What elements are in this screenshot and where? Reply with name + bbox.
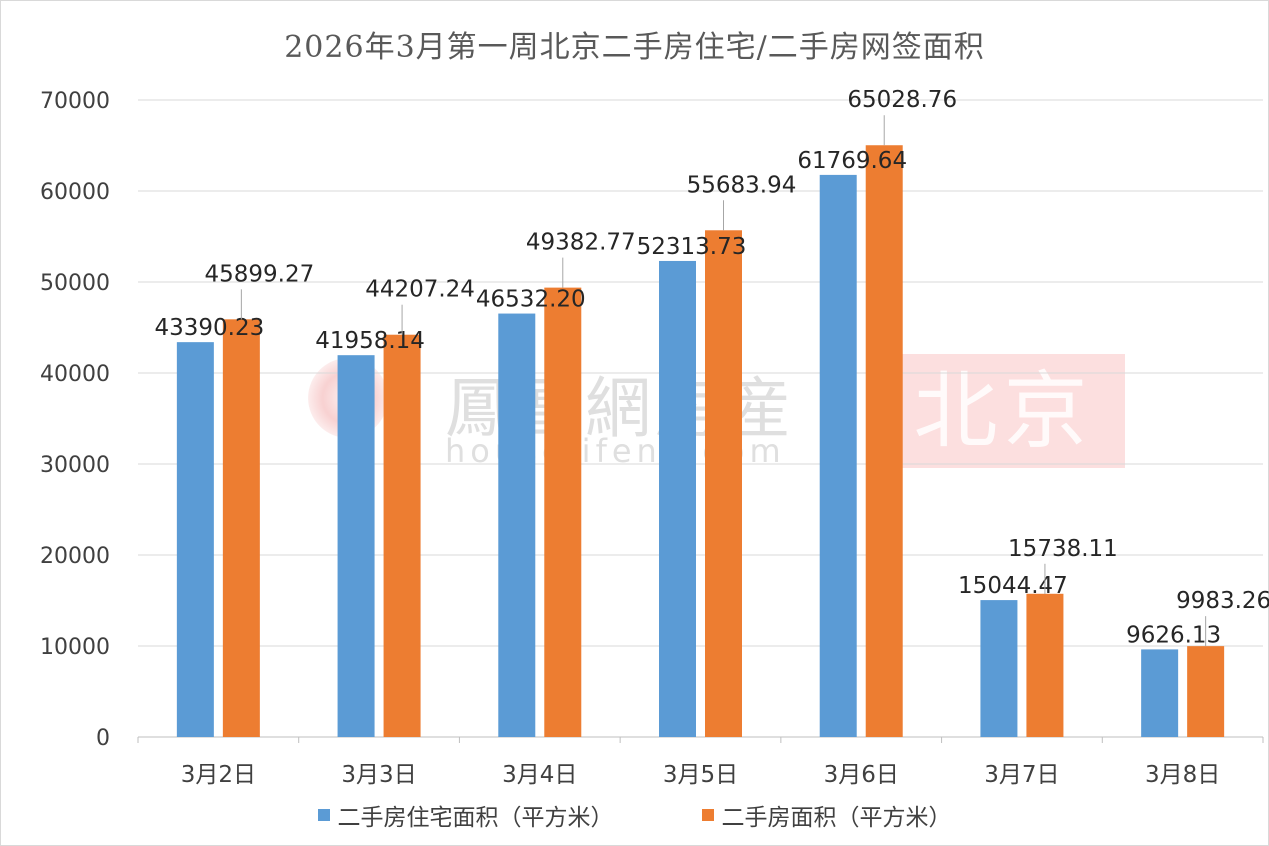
data-label-residential: 15044.47	[958, 573, 1068, 599]
legend-swatch-total	[701, 809, 714, 821]
bar-residential	[498, 313, 536, 737]
x-tick-label: 3月2日	[181, 762, 256, 788]
x-tick-label: 3月8日	[1145, 762, 1220, 788]
y-tick-label: 50000	[40, 271, 110, 296]
chart-title: 2026年3月第一周北京二手房住宅/二手房网签面积	[284, 30, 985, 65]
bar-residential	[1141, 649, 1179, 737]
legend-label-total: 二手房面积（平方米）	[721, 805, 952, 831]
x-tick-label: 3月7日	[984, 762, 1059, 788]
bar-residential	[337, 355, 375, 737]
data-label-total: 49382.77	[526, 230, 636, 256]
legend-swatch-residential	[317, 809, 330, 821]
x-tick-label: 3月4日	[502, 762, 577, 788]
y-tick-label: 60000	[40, 180, 110, 205]
data-label-total: 9983.26	[1176, 588, 1269, 614]
data-label-total: 45899.27	[204, 261, 314, 287]
y-tick-label: 30000	[40, 453, 110, 478]
y-tick-label: 10000	[40, 635, 110, 660]
x-tick-label: 3月6日	[824, 762, 899, 788]
data-label-residential: 9626.13	[1126, 622, 1221, 648]
bar-residential	[819, 174, 857, 738]
data-label-residential: 43390.23	[154, 315, 264, 341]
x-tick-label: 3月3日	[341, 762, 416, 788]
bar-total	[865, 145, 903, 737]
bar-residential	[176, 342, 214, 737]
data-label-total: 55683.94	[687, 172, 797, 198]
bar-total	[1187, 646, 1225, 737]
y-tick-label: 20000	[40, 544, 110, 569]
bar-residential	[659, 260, 696, 737]
y-tick-label: 70000	[40, 89, 110, 114]
data-label-total: 65028.76	[847, 87, 957, 113]
bar-total	[383, 334, 421, 737]
x-tick-label: 3月5日	[663, 762, 738, 788]
legend-item-total: 二手房面积（平方米）	[701, 798, 952, 832]
bar-total	[544, 287, 582, 737]
legend: 二手房住宅面积（平方米） 二手房面积（平方米）	[0, 798, 1269, 832]
bar-residential	[980, 600, 1018, 737]
data-label-total: 44207.24	[365, 277, 475, 303]
data-label-residential: 41958.14	[315, 328, 425, 354]
legend-label-residential: 二手房住宅面积（平方米）	[337, 805, 614, 831]
y-tick-label: 0	[96, 726, 110, 751]
bar-total	[1026, 593, 1064, 737]
bar-total	[222, 319, 260, 737]
data-label-residential: 46532.20	[476, 287, 586, 313]
legend-item-residential: 二手房住宅面积（平方米）	[317, 798, 614, 832]
y-tick-label: 40000	[40, 362, 110, 387]
data-label-residential: 52313.73	[637, 234, 747, 260]
bar-total	[705, 230, 742, 738]
data-label-total: 15738.11	[1008, 536, 1118, 562]
data-label-residential: 61769.64	[797, 148, 907, 174]
